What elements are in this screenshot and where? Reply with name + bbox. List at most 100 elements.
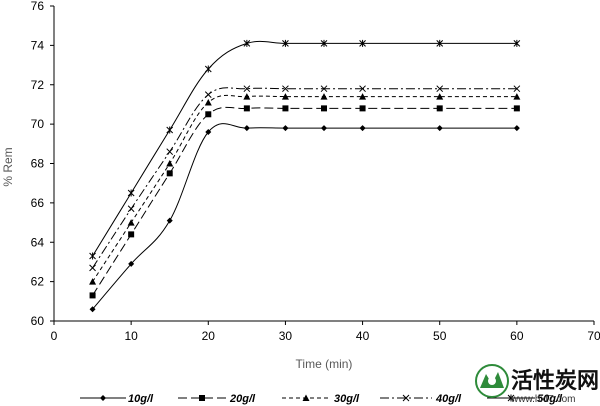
data-point [513, 85, 521, 93]
series-line [92, 40, 517, 257]
data-point [513, 93, 521, 100]
data-point [282, 39, 289, 47]
data-point [282, 85, 289, 93]
legend-entry: 40g/l [380, 393, 462, 405]
data-point [89, 252, 96, 260]
y-tick-label: 68 [31, 157, 45, 171]
y-tick-label: 70 [31, 117, 45, 131]
x-tick-label: 30 [279, 329, 293, 343]
legend-label: 20g/l [229, 393, 256, 405]
data-point [205, 129, 212, 135]
watermark: 活性炭网 www.hxt7.com [475, 364, 599, 405]
legend-label: 50g/l [537, 393, 563, 405]
y-tick-label: 76 [31, 0, 45, 13]
data-point [513, 39, 521, 47]
data-point [89, 264, 96, 272]
data-point [243, 105, 250, 112]
data-point [243, 125, 250, 132]
watermark-logo-icon [475, 364, 509, 398]
y-tick-label: 74 [31, 38, 45, 52]
data-point [166, 160, 174, 167]
data-point [204, 91, 212, 98]
data-point [436, 125, 443, 132]
data-point [321, 105, 327, 112]
data-point [320, 39, 328, 47]
watermark-url: www.hxt7.com [510, 394, 575, 405]
data-point [282, 105, 289, 112]
data-point [320, 85, 328, 93]
data-point [127, 219, 135, 226]
data-point [204, 65, 212, 73]
data-point [436, 93, 444, 100]
legend-label: 40g/l [435, 393, 462, 405]
series-line [92, 87, 517, 269]
data-point [127, 189, 135, 197]
data-point [243, 85, 251, 93]
data-point [166, 217, 173, 224]
x-tick-label: 10 [124, 329, 138, 343]
legend-entry: 50g/l [487, 393, 563, 405]
data-point [166, 126, 174, 134]
series-3 [89, 93, 521, 285]
series-4 [89, 85, 521, 272]
legend: 10g/l 20g/l 30g/l 40g/l 50g/l [80, 393, 563, 405]
data-point [100, 395, 106, 401]
tick-labels: 60 62 64 66 68 70 72 74 76 0 10 20 30 40 50 60 70 [31, 0, 600, 343]
legend-label: 10g/l [128, 393, 154, 405]
y-tick-label: 60 [31, 314, 45, 328]
series-1 [89, 123, 520, 313]
data-point [128, 260, 135, 267]
x-tick-label: 60 [510, 329, 524, 343]
series-5 [89, 39, 521, 260]
data-point [89, 306, 96, 313]
data-point [436, 85, 444, 93]
data-point [89, 292, 96, 299]
legend-entry: 10g/l [80, 393, 154, 405]
legend-entry: 30g/l [282, 393, 360, 405]
data-point [204, 98, 212, 106]
data-point [199, 395, 205, 401]
data-point [359, 39, 366, 47]
data-point [302, 394, 310, 401]
data-point [166, 170, 173, 177]
data-point [513, 105, 520, 112]
y-tick-label: 62 [31, 275, 45, 289]
data-point [320, 93, 328, 100]
data-point [282, 125, 289, 132]
x-axis-title: Time (min) [296, 357, 353, 371]
x-tick-label: 20 [202, 329, 216, 343]
data-point [128, 231, 135, 238]
data-point [359, 85, 366, 93]
data-point [127, 205, 135, 213]
data-point [402, 394, 410, 402]
data-point [436, 105, 443, 112]
y-tick-label: 66 [31, 196, 45, 210]
data-point [205, 111, 212, 118]
data-point [166, 148, 174, 156]
x-tick-label: 70 [587, 329, 600, 343]
legend-label: 30g/l [334, 393, 360, 405]
x-tick-label: 0 [51, 329, 58, 343]
x-tick-label: 50 [433, 329, 447, 343]
series-2 [89, 105, 520, 299]
data-point [513, 125, 520, 132]
series-layer [89, 39, 521, 313]
x-tick-label: 40 [356, 329, 370, 343]
data-point [243, 93, 251, 100]
data-point [359, 125, 366, 132]
data-point [359, 105, 366, 112]
axes [50, 5, 595, 325]
series-line [92, 106, 517, 296]
y-tick-label: 64 [31, 235, 45, 249]
y-axis-title: % Rem [1, 147, 15, 186]
legend-entry: 20g/l [178, 393, 256, 405]
data-point [321, 125, 327, 132]
y-tick-label: 72 [31, 78, 45, 92]
data-point [507, 394, 515, 402]
data-point [243, 39, 251, 47]
data-point [359, 93, 367, 100]
data-point [89, 278, 97, 285]
series-line [92, 123, 517, 310]
watermark-text: 活性炭网 [511, 368, 599, 393]
